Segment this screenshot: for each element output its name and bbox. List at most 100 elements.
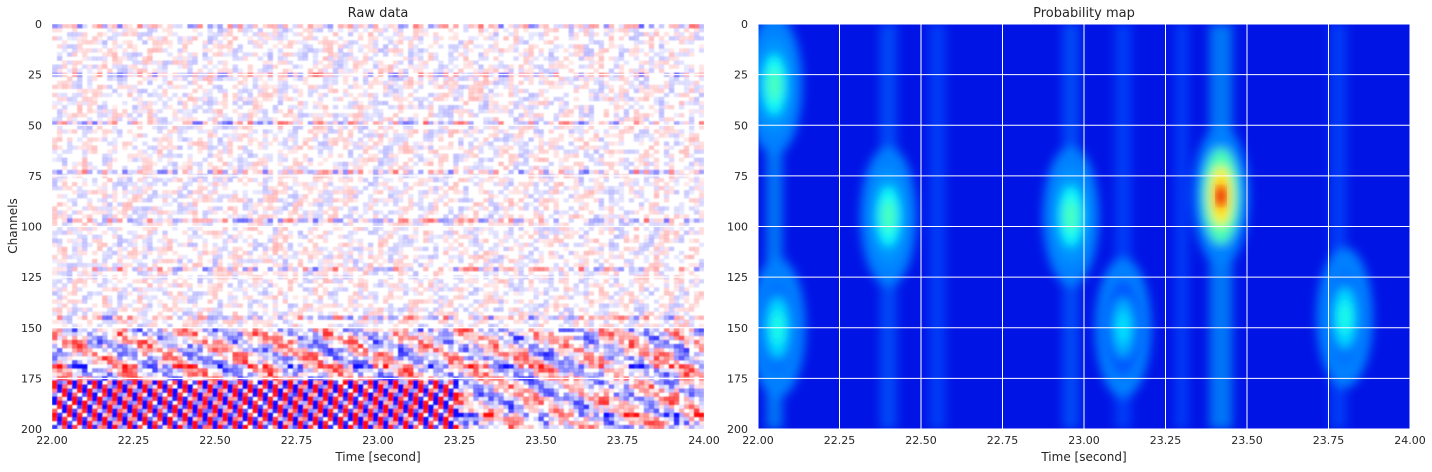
raw-data-cell: [317, 190, 324, 195]
raw-data-cell: [618, 52, 625, 57]
raw-data-cell: [643, 254, 650, 260]
raw-data-cell: [433, 202, 439, 207]
raw-data-cell: [663, 250, 670, 256]
raw-data-cell: [573, 153, 579, 158]
raw-data-cell: [668, 56, 675, 61]
raw-data-cell: [508, 206, 514, 211]
raw-data-cell: [443, 80, 449, 86]
raw-data-cell: [177, 262, 183, 268]
raw-data-cell: [398, 100, 404, 106]
raw-data-cell: [538, 145, 544, 150]
raw-data-cell: [538, 279, 544, 284]
raw-data-cell: [678, 271, 685, 276]
raw-data-cell: [277, 80, 284, 86]
raw-data-cell: [613, 109, 620, 114]
raw-data-cell: [408, 157, 414, 162]
raw-data-cell: [623, 129, 630, 134]
raw-data-cell: [352, 141, 359, 146]
raw-data-cell: [593, 92, 599, 98]
raw-data-cell: [152, 88, 158, 94]
raw-data-cell: [77, 218, 83, 223]
raw-data-cell: [618, 56, 625, 61]
raw-data-cell: [483, 218, 489, 223]
raw-data-cell: [498, 145, 504, 150]
raw-data-cell: [463, 100, 469, 106]
raw-data-cell: [67, 206, 73, 211]
raw-data-cell: [127, 262, 133, 268]
raw-data-cell: [513, 28, 519, 33]
raw-data-cell: [393, 64, 399, 69]
raw-data-cell: [352, 157, 359, 162]
raw-data-cell: [322, 92, 329, 98]
raw-data-cell: [503, 177, 509, 183]
raw-data-cell: [623, 238, 630, 243]
raw-data-cell: [77, 271, 83, 276]
raw-data-cell: [292, 279, 299, 284]
raw-data-cell: [648, 24, 655, 29]
raw-data-cell: [267, 254, 273, 260]
raw-data-cell: [222, 230, 228, 235]
raw-data-cell: [608, 230, 615, 235]
raw-data-cell: [518, 250, 524, 256]
raw-data-cell: [222, 121, 228, 126]
raw-data-cell: [122, 190, 128, 195]
raw-data-cell: [408, 218, 414, 223]
raw-data-cell: [362, 105, 369, 110]
raw-data-cell: [317, 117, 324, 122]
raw-data-cell: [553, 190, 559, 195]
raw-data-cell: [52, 218, 58, 223]
raw-data-cell: [317, 234, 324, 239]
raw-data-cell: [227, 271, 233, 276]
raw-data-cell: [468, 238, 474, 243]
raw-data-cell: [182, 60, 188, 65]
raw-data-cell: [603, 214, 610, 219]
raw-data-cell: [52, 230, 58, 235]
raw-data-cell: [413, 68, 419, 73]
raw-data-cell: [598, 96, 604, 102]
raw-data-cell: [207, 279, 213, 284]
raw-data-cell: [653, 206, 660, 211]
raw-data-cell: [478, 161, 484, 167]
raw-data-cell: [563, 165, 569, 171]
raw-data-cell: [558, 279, 564, 284]
raw-data-cell: [378, 141, 384, 146]
raw-data-cell: [518, 68, 524, 73]
raw-data-cell: [628, 68, 635, 73]
raw-data-cell: [357, 64, 364, 69]
raw-data-cell: [242, 117, 248, 122]
raw-data-cell: [573, 125, 579, 130]
raw-data-cell: [72, 169, 78, 175]
raw-data-cell: [117, 254, 123, 260]
raw-data-cell: [498, 181, 504, 187]
raw-data-cell: [388, 169, 394, 175]
raw-data-cell: [142, 262, 148, 268]
raw-data-cell: [578, 198, 584, 203]
raw-data-cell: [357, 100, 364, 106]
raw-data-cell: [322, 64, 329, 69]
raw-data-cell: [538, 210, 544, 215]
raw-data-cell: [463, 271, 469, 276]
raw-data-cell: [207, 149, 213, 154]
raw-data-cell: [493, 202, 499, 207]
raw-data-cell: [498, 60, 504, 65]
raw-data-cell: [458, 44, 464, 49]
raw-data-cell: [413, 121, 419, 126]
raw-data-cell: [347, 92, 354, 98]
raw-data-cell: [202, 88, 208, 94]
raw-data-cell: [362, 141, 369, 146]
raw-data-cell: [162, 177, 168, 183]
raw-data-cell: [398, 121, 404, 126]
raw-data-cell: [428, 137, 434, 142]
raw-data-cell: [307, 68, 314, 73]
raw-data-cell: [538, 80, 544, 86]
raw-data-cell: [327, 113, 334, 118]
raw-data-cell: [272, 242, 278, 248]
raw-data-cell: [428, 234, 434, 239]
raw-data-cell: [202, 198, 208, 203]
raw-data-cell: [362, 80, 369, 86]
raw-data-cell: [593, 246, 599, 252]
raw-data-cell: [458, 109, 464, 114]
raw-data-cell: [553, 24, 559, 29]
raw-data-cell: [503, 214, 509, 219]
raw-data-cell: [142, 267, 148, 272]
